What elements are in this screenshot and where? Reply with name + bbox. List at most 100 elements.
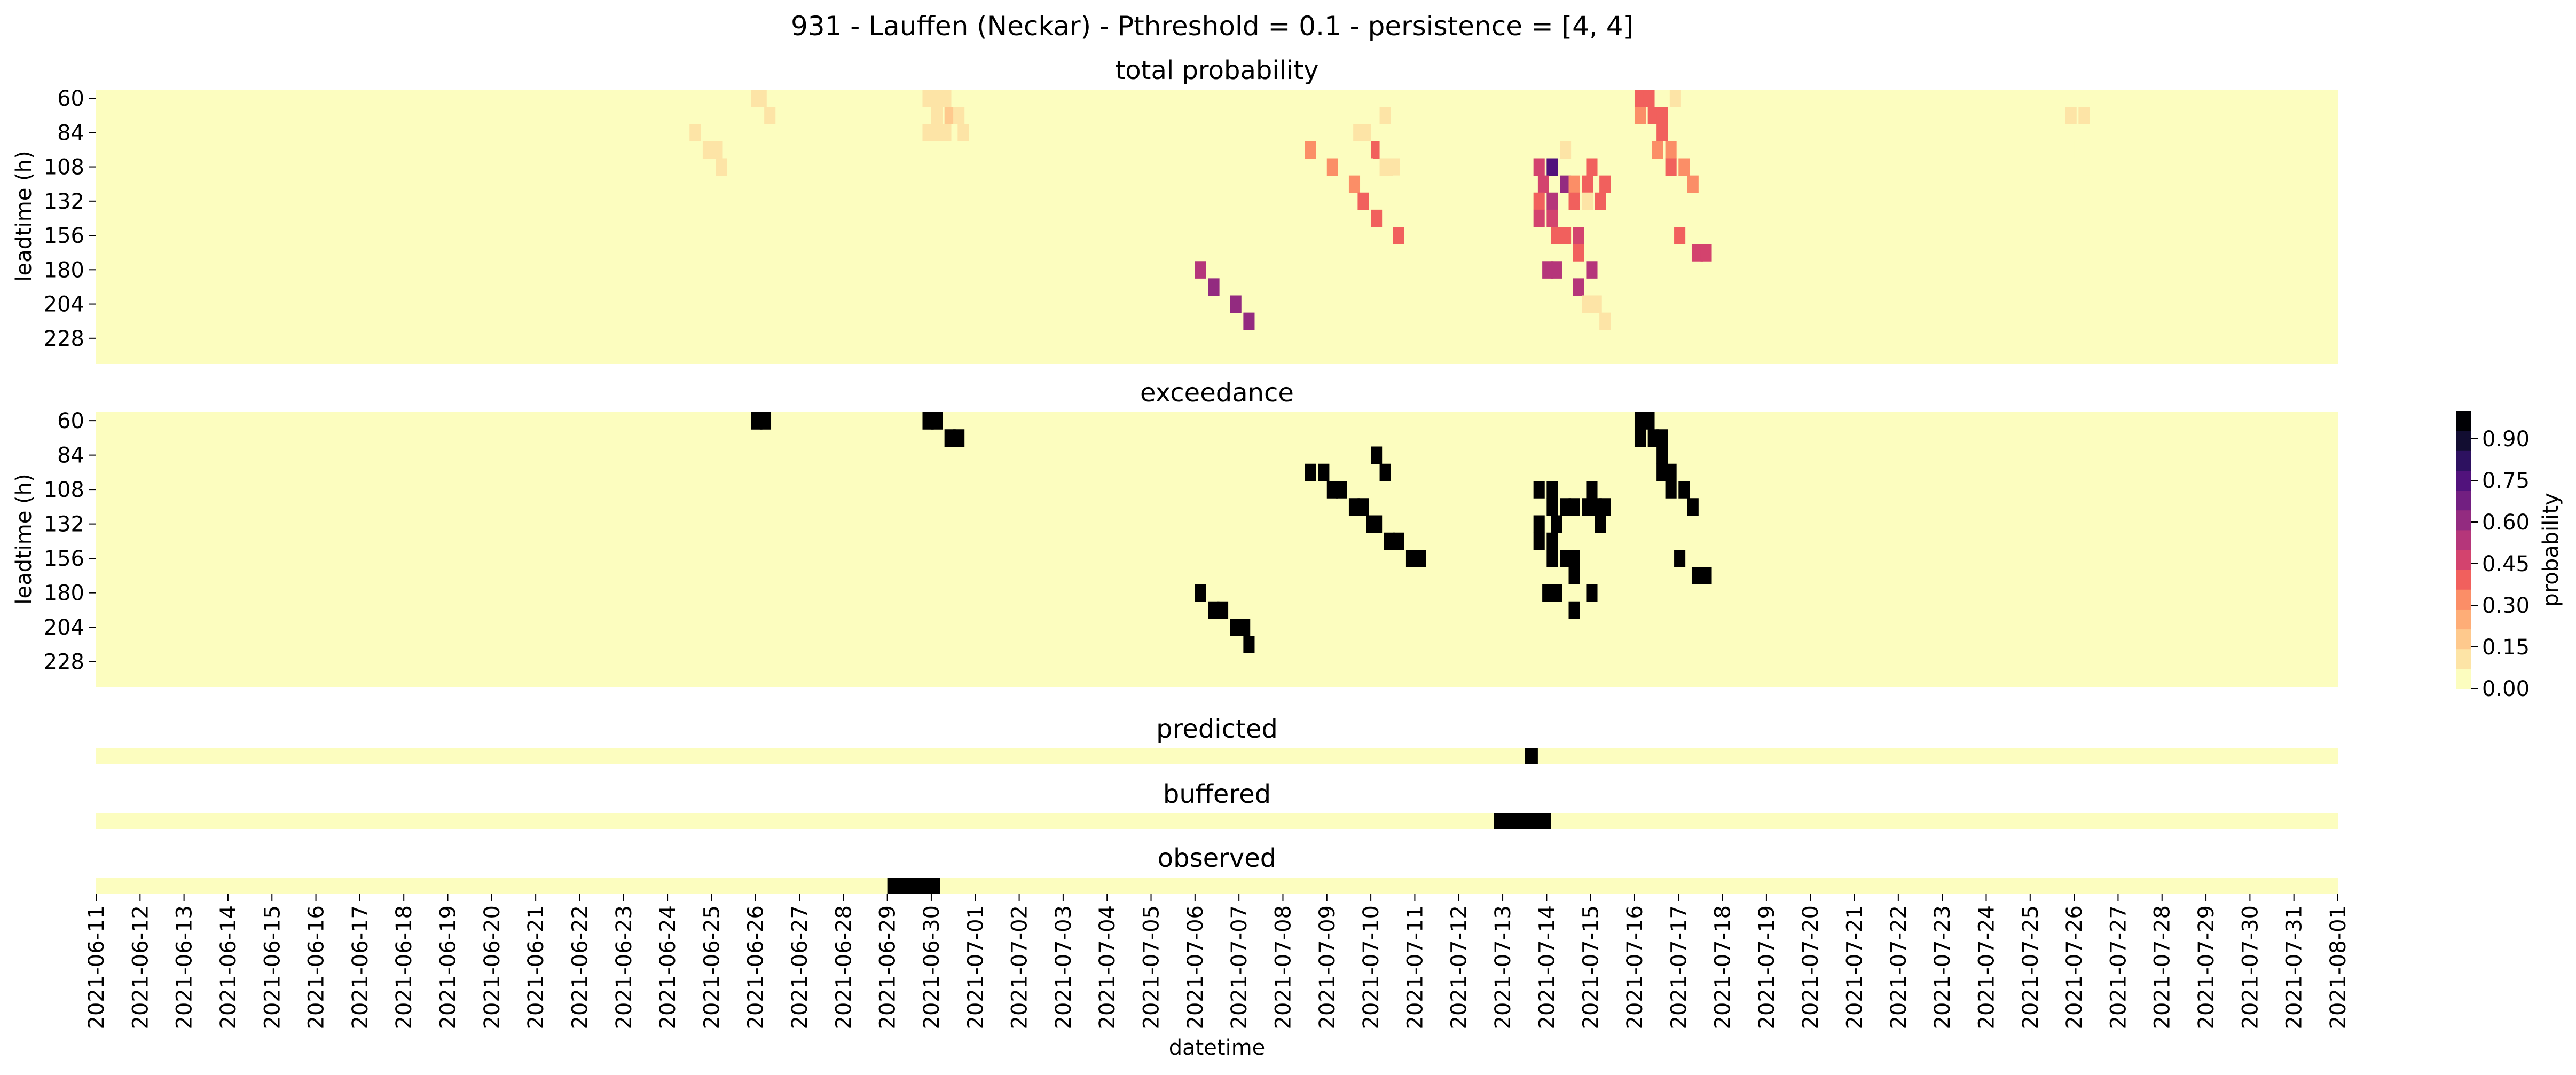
colorbar-band: [2456, 529, 2471, 550]
heatmap-cell: [1336, 481, 1347, 499]
heatmap-cell: [1393, 175, 1404, 193]
x-tick-label: 2021-07-21: [1843, 905, 1867, 1029]
heatmap-background: [96, 90, 2338, 364]
x-tick-label: 2021-07-07: [1227, 905, 1252, 1029]
colorbar-band: [2456, 668, 2471, 689]
heatmap-cell: [1599, 498, 1611, 516]
x-axis-label: datetime: [1169, 1036, 1266, 1060]
colorbar-band: [2456, 649, 2471, 669]
heatmap-cell: [1533, 515, 1545, 533]
heatmap-cell: [755, 90, 767, 107]
x-tick-label: 2021-06-13: [172, 905, 197, 1029]
heatmap-cell: [1230, 295, 1242, 313]
heatmap-cell: [702, 141, 714, 159]
heatmap-cell: [1388, 158, 1400, 176]
heatmap-cell: [1634, 90, 1646, 107]
heatmap-cell: [2065, 158, 2077, 176]
heatmap-cell: [1568, 601, 1580, 619]
heatmap-cell: [1326, 481, 1338, 499]
x-tick-label: 2021-07-23: [1930, 905, 1955, 1029]
y-tick-label: 84: [57, 444, 84, 468]
heatmap-cell: [940, 124, 952, 141]
heatmap-cell: [1546, 550, 1558, 567]
heatmap-cell: [1691, 244, 1703, 262]
heatmap-cell: [1599, 175, 1611, 193]
heatmap-cell: [1700, 567, 1712, 584]
heatmap-cell: [1371, 209, 1383, 227]
heatmap-cell: [1678, 481, 1690, 499]
y-tick-label: 228: [44, 650, 84, 675]
heatmap-cell: [1560, 550, 1572, 567]
heatmap-cell: [931, 412, 943, 430]
heatmap-cell: [1595, 192, 1606, 210]
heatmap-cell: [1533, 209, 1545, 227]
colorbar-band: [2456, 411, 2471, 431]
heatmap-cell: [1362, 107, 1373, 124]
heatmap-cell: [2069, 124, 2081, 141]
y-axis-label: leadtime (h): [12, 473, 36, 604]
heatmap-cell: [1348, 175, 1361, 193]
y-tick-label: 156: [44, 224, 84, 248]
heatmap-cell: [1687, 498, 1699, 516]
x-tick-label: 2021-07-15: [1579, 905, 1604, 1029]
heatmap-cell: [1371, 141, 1383, 159]
x-tick-label: 2021-06-18: [392, 905, 417, 1029]
heatmap-cell: [1582, 175, 1593, 193]
heatmap-cell: [1405, 550, 1418, 567]
y-tick-label: 156: [44, 547, 84, 571]
colorbar-tick-label: 0.15: [2482, 635, 2530, 660]
heatmap-cell: [1551, 227, 1562, 244]
x-tick-label: 2021-06-12: [128, 905, 153, 1029]
heatmap-cell: [922, 412, 934, 430]
heatmap-cell: [1669, 90, 1681, 107]
y-tick-label: 204: [44, 615, 84, 640]
heatmap-cell: [1700, 244, 1712, 262]
x-tick-label: 2021-06-19: [436, 905, 461, 1029]
heatmap-cell: [1586, 158, 1598, 176]
heatmap-cell: [922, 90, 934, 107]
y-tick-label: 60: [57, 409, 84, 433]
colorbar-band: [2456, 470, 2471, 491]
colorbar-band: [2456, 570, 2471, 590]
x-tick-label: 2021-06-24: [656, 905, 680, 1029]
x-tick-label: 2021-07-18: [1711, 905, 1735, 1029]
colorbar-band: [2456, 450, 2471, 471]
heatmap-cell: [1305, 463, 1316, 481]
panel-title: predicted: [1156, 714, 1278, 744]
heatmap-cell: [1208, 601, 1220, 619]
heatmap-cell: [689, 124, 701, 141]
heatmap-cell: [1371, 90, 1383, 107]
heatmap-cell: [1643, 412, 1655, 430]
heatmap-cell: [1393, 227, 1404, 244]
heatmap-cell: [1533, 481, 1545, 499]
heatmap-cell: [1656, 463, 1668, 481]
y-tick-label: 132: [44, 512, 84, 537]
heatmap-cell: [1634, 412, 1646, 430]
heatmap-cell: [931, 107, 943, 124]
heatmap-cell: [1357, 192, 1369, 210]
x-tick-label: 2021-07-27: [2106, 905, 2131, 1029]
heatmap-cell: [1665, 463, 1677, 481]
heatmap-cell: [1582, 192, 1593, 210]
heatmap-cell: [1560, 141, 1572, 159]
x-tick-label: 2021-07-14: [1535, 905, 1559, 1029]
colorbar-band: [2456, 589, 2471, 610]
heatmap-cell: [1371, 446, 1383, 464]
heatmap-cell: [1674, 550, 1686, 567]
x-tick-label: 2021-06-17: [348, 905, 373, 1029]
heatmap-cell: [1599, 312, 1611, 330]
heatmap-cell: [1362, 90, 1373, 107]
heatmap-cell: [1357, 498, 1369, 516]
colorbar-label: probability: [2539, 493, 2563, 606]
y-axis-label: leadtime (h): [12, 151, 36, 281]
heatmap-cell: [1665, 141, 1677, 159]
panel-title: buffered: [1163, 779, 1271, 809]
heatmap-cell: [1393, 532, 1404, 550]
heatmap-cell: [1546, 209, 1558, 227]
x-tick-label: 2021-06-27: [788, 905, 812, 1029]
heatmap-cell: [1318, 463, 1330, 481]
heatmap-cell: [1573, 278, 1584, 296]
heatmap-cell: [1195, 261, 1206, 279]
heatmap-cell: [1573, 244, 1584, 262]
heatmap-cell: [1551, 515, 1562, 533]
